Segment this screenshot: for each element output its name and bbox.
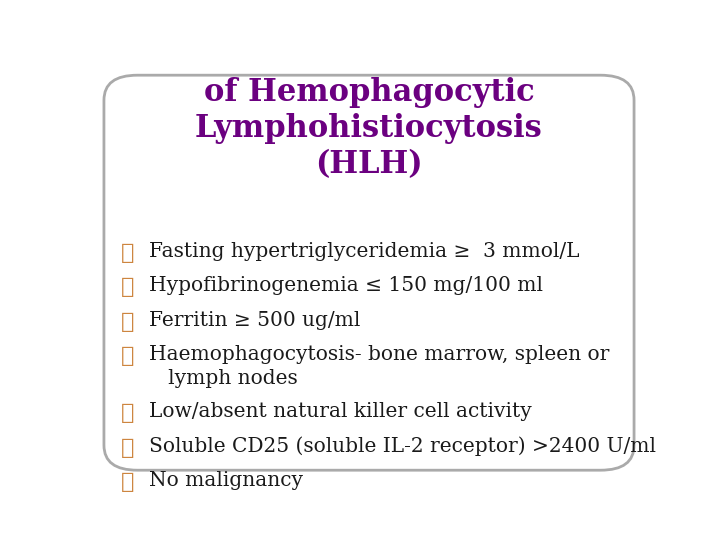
Text: Haemophagocytosis- bone marrow, spleen or
   lymph nodes: Haemophagocytosis- bone marrow, spleen o… <box>148 345 609 388</box>
Text: ♾: ♾ <box>121 402 134 424</box>
Text: of Hemophagocytic
Lymphohistiocytosis
(HLH): of Hemophagocytic Lymphohistiocytosis (H… <box>195 77 543 180</box>
Text: ♾: ♾ <box>121 241 134 264</box>
Text: ♾: ♾ <box>121 276 134 298</box>
Text: Soluble CD25 (soluble IL-2 receptor) >2400 U/ml: Soluble CD25 (soluble IL-2 receptor) >24… <box>148 436 656 456</box>
Text: No malignancy: No malignancy <box>148 471 302 490</box>
FancyBboxPatch shape <box>104 75 634 470</box>
Text: ♾: ♾ <box>121 310 134 333</box>
Text: ♾: ♾ <box>121 471 134 493</box>
Text: ♾: ♾ <box>121 345 134 367</box>
Text: ♾: ♾ <box>121 436 134 458</box>
Text: Fasting hypertriglyceridemia ≥  3 mmol/L: Fasting hypertriglyceridemia ≥ 3 mmol/L <box>148 241 579 260</box>
Text: Low/absent natural killer cell activity: Low/absent natural killer cell activity <box>148 402 531 421</box>
Text: Ferritin ≥ 500 ug/ml: Ferritin ≥ 500 ug/ml <box>148 310 360 329</box>
Text: Hypofibrinogenemia ≤ 150 mg/100 ml: Hypofibrinogenemia ≤ 150 mg/100 ml <box>148 276 543 295</box>
